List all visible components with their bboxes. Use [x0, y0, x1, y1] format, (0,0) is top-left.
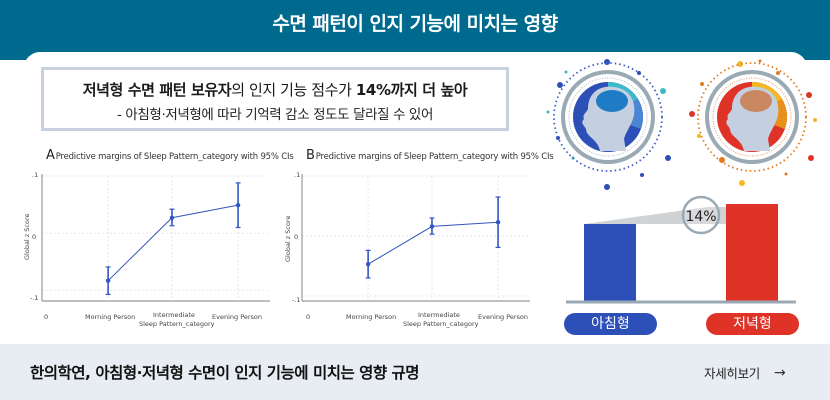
- article-headline: 한의학연, 아침형·저녁형 수면이 인지 기능에 미치는 영향 규명: [30, 364, 420, 382]
- difference-percent-label: 14%: [685, 209, 716, 225]
- chart-b-ytick-top: .1: [294, 171, 301, 179]
- page-title: 수면 패턴이 인지 기능에 미치는 영향: [272, 13, 558, 35]
- chart-a-letter: A: [46, 148, 55, 163]
- read-more-label: 자세히보기: [704, 366, 761, 381]
- chart-a-title: APredictive margins of Sleep Pattern_cat…: [46, 148, 294, 163]
- chart-b-ylabel: Global z Score: [284, 215, 292, 262]
- headline-regular-text: 의 인지 기능 점수가: [231, 81, 356, 99]
- chart-b-xtick-0: 0: [306, 313, 311, 321]
- chart-b-plot: [301, 174, 530, 302]
- headline-bold-subject: 저녁형 수면 패턴 보유자: [82, 81, 232, 99]
- chart-b: BPredictive margins of Sleep Pattern_cat…: [280, 148, 554, 333]
- chart-b-xtick-morning: Morning Person: [346, 313, 397, 321]
- chart-a-ytick-bottom: -.1: [30, 294, 39, 302]
- headline-bold-percent: 14%까지 더 높아: [355, 81, 468, 99]
- evening-brain-icon: [689, 59, 817, 186]
- chart-a-ylabel: Global z Score: [23, 213, 31, 260]
- chart-b-xlabel: Sleep Pattern_category: [403, 320, 479, 328]
- chart-b-ytick-mid: 0: [294, 233, 299, 241]
- evening-bar: [726, 204, 778, 302]
- headline-line-2: - 아침형·저녁형에 따라 기억력 감소 정도도 달라질 수 있어: [117, 107, 433, 123]
- evening-type-label: 저녁형: [706, 313, 799, 335]
- chart-b-xtick-intermediate: Intermediate: [418, 311, 460, 319]
- read-more-link[interactable]: 자세히보기 →: [704, 363, 786, 382]
- chart-b-xtick-evening: Evening Person: [478, 313, 529, 321]
- chart-a-ytick-top: .1: [32, 171, 39, 179]
- chart-b-title: BPredictive margins of Sleep Pattern_cat…: [306, 148, 554, 163]
- headline-quote-box: 저녁형 수면 패턴 보유자의 인지 기능 점수가 14%까지 더 높아 - 아침…: [41, 67, 509, 131]
- chart-a-ytick-mid: 0: [32, 233, 37, 241]
- chart-a-plot: [41, 174, 270, 302]
- brain-comparison-illustration: 14%: [546, 59, 817, 304]
- chart-a-xtick-evening: Evening Person: [212, 313, 263, 321]
- chart-a-title-text: Predictive margins of Sleep Pattern_cate…: [55, 152, 294, 162]
- difference-callout-circle: [681, 195, 721, 235]
- arrow-right-icon: →: [774, 364, 786, 381]
- chart-a-xtick-0: 0: [44, 313, 49, 321]
- morning-brain-icon: [546, 59, 671, 190]
- chart-a-xtick-morning: Morning Person: [85, 313, 136, 321]
- chart-a-xlabel: Sleep Pattern_category: [139, 320, 215, 328]
- comparison-bar-chart: 14%: [566, 195, 796, 304]
- chart-a-xtick-intermediate: Intermediate: [153, 311, 195, 319]
- chart-b-ytick-bottom: -.1: [292, 296, 301, 304]
- headline-line-1: 저녁형 수면 패턴 보유자의 인지 기능 점수가 14%까지 더 높아: [44, 79, 506, 100]
- footer-bar: 한의학연, 아침형·저녁형 수면이 인지 기능에 미치는 영향 규명 자세히보기…: [0, 344, 830, 400]
- chart-a: APredictive margins of Sleep Pattern_cat…: [20, 148, 294, 333]
- header-banner: 수면 패턴이 인지 기능에 미치는 영향: [0, 0, 830, 60]
- morning-type-label: 아침형: [564, 313, 657, 335]
- chart-b-title-text: Predictive margins of Sleep Pattern_cate…: [315, 152, 554, 162]
- chart-b-letter: B: [306, 148, 315, 163]
- morning-bar: [584, 224, 636, 302]
